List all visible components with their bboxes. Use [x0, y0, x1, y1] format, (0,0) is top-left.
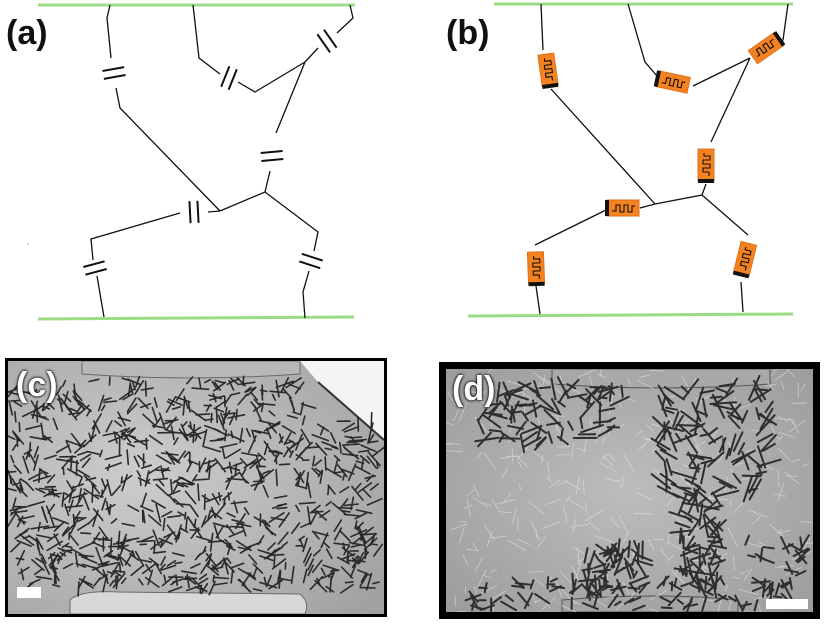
- micrograph-d: [439, 362, 820, 619]
- bottom-electrode: [467, 312, 794, 318]
- panel-label-d: (d): [452, 370, 496, 408]
- bottom-electrode: [37, 315, 355, 321]
- wires: [90, 4, 354, 319]
- scale-bar: [17, 587, 41, 598]
- resistor-icon: [526, 30, 786, 287]
- fiber-cluster-c: [8, 375, 384, 597]
- micrograph-c: [5, 358, 387, 617]
- panel-label-c: (c): [16, 366, 58, 404]
- scale-bar: [766, 599, 808, 609]
- panel-label-a: (a): [6, 14, 48, 52]
- capacitor-network-diagram: [27, 3, 355, 321]
- panel-label-b: (b): [446, 14, 490, 52]
- resistor-network-diagram: [467, 2, 794, 318]
- fiber-cluster-d: [464, 374, 811, 612]
